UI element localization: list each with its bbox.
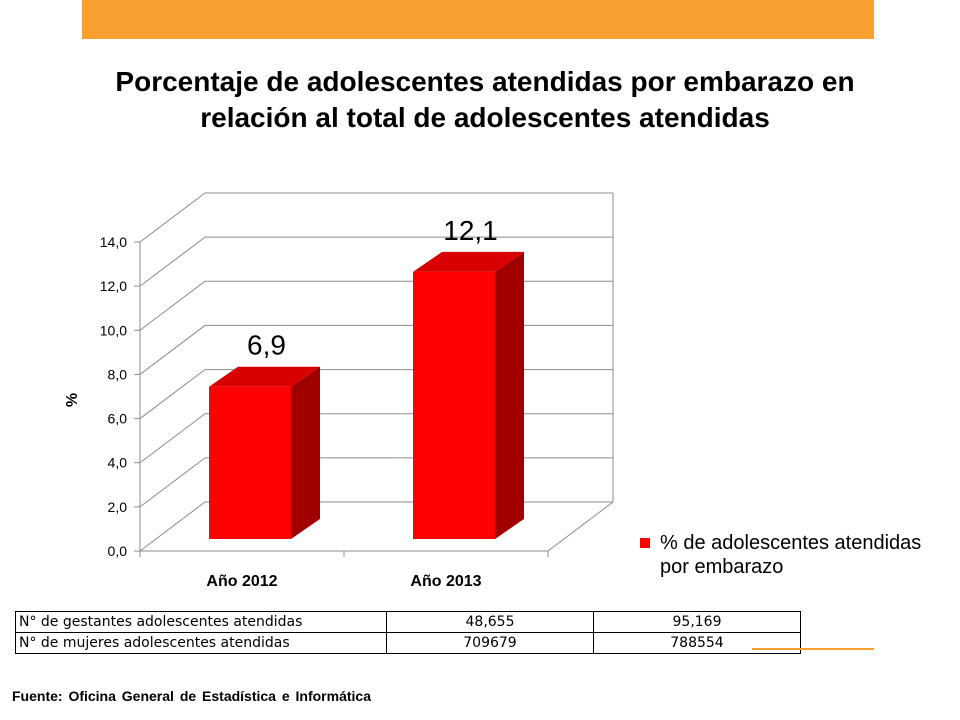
accent-rule xyxy=(752,648,874,650)
table-cell-2013: 788554 xyxy=(593,632,801,654)
legend-label: % de adolescentes atendidas por embarazo xyxy=(660,532,922,578)
chart-legend: % de adolescentes atendidas por embarazo xyxy=(640,531,940,579)
bar-top xyxy=(209,366,320,387)
x-tick-label: Año 2012 xyxy=(206,573,277,590)
y-tick-label: 8,0 xyxy=(108,366,128,382)
table-cell-label: N° de mujeres adolescentes atendidas xyxy=(15,632,387,654)
source-note: Fuente: Oficina General de Estadística e… xyxy=(12,688,371,704)
data-label: 6,9 xyxy=(247,330,286,361)
y-tick-label: 0,0 xyxy=(108,543,128,559)
y-tick-label: 14,0 xyxy=(100,234,127,250)
table-cell-2012: 48,655 xyxy=(386,611,594,633)
floor-right-edge xyxy=(547,501,614,552)
table-row: N° de mujeres adolescentes atendidas 709… xyxy=(15,632,801,654)
bar xyxy=(413,271,495,539)
bar xyxy=(209,386,291,539)
y-tick-label: 6,0 xyxy=(108,411,128,427)
bar-side xyxy=(495,251,524,539)
data-label: 12,1 xyxy=(443,215,498,246)
table-cell-2012: 709679 xyxy=(386,632,594,654)
gridline xyxy=(139,280,613,331)
y-tick-label: 10,0 xyxy=(100,322,127,338)
y-tick-label: 4,0 xyxy=(108,455,128,471)
header-accent-bar xyxy=(82,0,874,39)
legend-swatch xyxy=(640,538,650,548)
y-tick-label: 2,0 xyxy=(108,499,128,515)
bar-top xyxy=(413,251,524,272)
chart-title: Porcentaje de adolescentes atendidas por… xyxy=(115,66,855,133)
table-cell-label: N° de gestantes adolescentes atendidas xyxy=(15,611,387,633)
x-tick-label: Año 2013 xyxy=(410,573,481,590)
gridline xyxy=(139,324,613,375)
gridline xyxy=(139,236,613,287)
gridline xyxy=(139,192,613,243)
y-axis-label: % xyxy=(64,393,81,407)
bar-side xyxy=(291,366,320,539)
y-tick-label: 12,0 xyxy=(100,278,127,294)
table-row: N° de gestantes adolescentes atendidas 4… xyxy=(15,611,801,633)
table-cell-2013: 95,169 xyxy=(593,611,801,633)
data-table: N° de gestantes adolescentes atendidas 4… xyxy=(15,611,801,654)
